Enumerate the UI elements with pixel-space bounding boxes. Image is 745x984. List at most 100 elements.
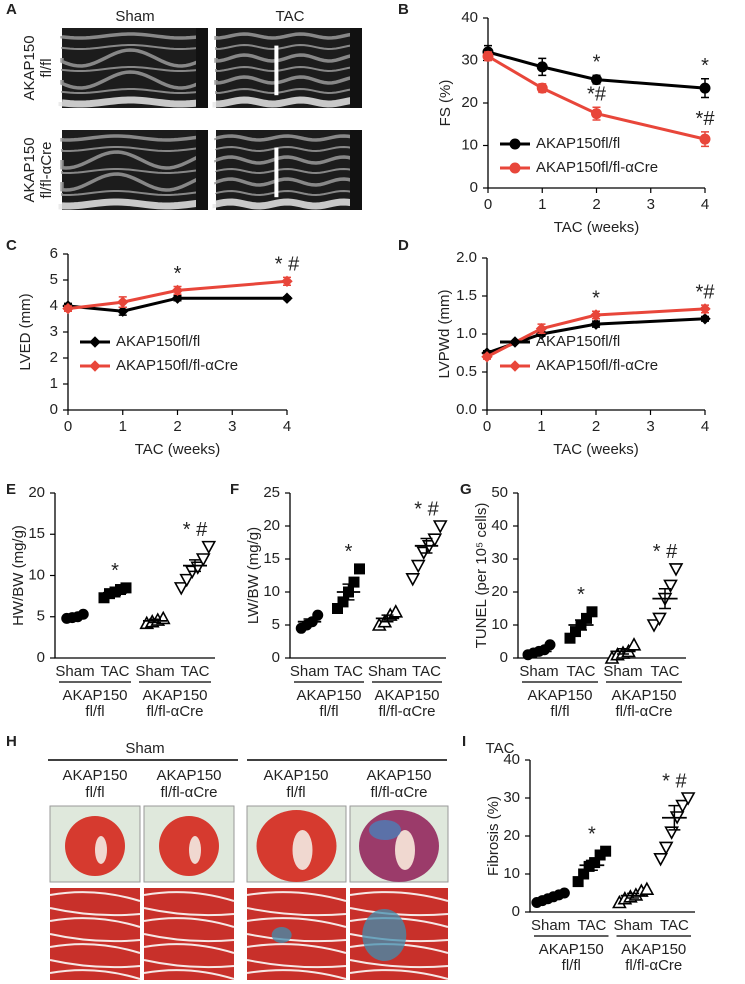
y-tick-label: 15 [28,525,45,542]
group-label: Sham [125,740,164,757]
marker [600,845,612,857]
fiber-gap [49,933,141,943]
fiber-gap [49,891,141,902]
echo-band [60,150,207,170]
y-axis-label: LVPWd (mm) [436,290,453,379]
fiber-gap [143,891,235,902]
echo-band [61,66,207,72]
sem-bar [342,583,355,601]
y-tick-label: 40 [491,517,508,534]
strain-label: fl/fl [550,703,569,720]
echo-band [215,66,361,73]
echo-band [214,75,361,85]
fiber-gap [143,943,235,954]
marker [410,559,426,574]
x-tick-label: Sham [614,917,653,934]
x-tick-label: Sham [531,917,570,934]
marker [544,639,556,651]
series-line [67,296,287,313]
sem-bar [668,804,681,831]
panel-label: C [6,237,17,254]
legend-label: AKAP150fl/fl [536,135,620,152]
y-axis-label: Fibrosis (%) [485,796,502,876]
echo-band [60,134,207,142]
legend-marker [509,360,521,372]
column-label: fl/fl-αCre [370,784,427,801]
annotation: * [577,584,585,606]
ventricle [292,830,313,870]
series-line [487,54,706,141]
fiber-gap [246,933,347,943]
panel-label: G [460,481,472,498]
annotation: * # [183,519,208,541]
marker [653,853,668,867]
marker [62,302,74,315]
sem-bar [69,614,81,619]
echo-band [215,168,361,174]
echo-scale [350,130,362,210]
strain-label: AKAP150 [296,687,361,704]
y-tick-label: 5 [272,616,280,633]
strain-label: fl/fl-αCre [146,703,203,720]
column-label: Sham [115,8,154,25]
x-tick-label: 4 [283,418,291,435]
x-tick-label: 2 [173,418,181,435]
marker [482,50,494,62]
echo-caliper [274,45,279,96]
echo-band [214,134,361,142]
marker [652,612,667,627]
sem-bar [533,648,545,655]
marker [427,533,443,547]
legend-label: AKAP150fl/fl [536,333,620,350]
marker [117,296,129,308]
x-tick-label: 3 [647,196,655,213]
x-tick-label: 4 [701,418,709,435]
echo-band [212,96,361,108]
y-axis-label: LVED (mm) [17,293,34,370]
panel-label: I [462,733,466,750]
echo-band [212,198,361,210]
fiber-gap [143,933,235,943]
echo-band [61,168,207,175]
y-tick-label: 20 [503,827,520,844]
legend-label: AKAP150fl/fl-αCre [536,357,658,374]
strain-label: fl/fl-αCre [615,703,672,720]
echo-band [61,190,207,197]
x-tick-label: TAC [412,663,441,680]
x-tick-label: TAC [567,663,596,680]
y-tick-label: 5 [50,271,58,288]
ventricle [395,830,415,870]
x-axis-label: TAC (weeks) [554,219,640,236]
y-tick-label: 30 [491,550,508,567]
row-label: fl/fl [38,58,55,77]
y-tick-label: 10 [461,136,478,153]
legend-marker [509,336,521,348]
annotation: * [345,541,353,563]
marker [536,61,548,73]
sem-bar [189,559,201,573]
y-tick-label: 40 [503,751,520,768]
echo-band [61,88,207,94]
strain-label: AKAP150 [142,687,207,704]
fiber-gap [49,969,141,980]
fiber-gap [49,917,141,928]
x-tick-label: 0 [483,418,491,435]
echo-band [58,198,207,210]
sem-bar [303,618,316,626]
sem-bar [585,859,598,871]
strain-label: AKAP150 [527,687,592,704]
echo-band [60,32,207,40]
y-tick-label: 50 [491,484,508,501]
y-tick-label: 0 [512,903,520,920]
x-tick-label: TAC [660,917,689,934]
annotation: * [174,263,182,285]
marker [699,303,711,315]
y-tick-label: 20 [263,517,280,534]
strain-label: AKAP150 [374,687,439,704]
sem-bar [659,587,671,610]
annotation: * # [275,254,300,276]
annotation: *# [696,281,716,303]
echo-caliper [274,147,279,198]
marker [312,609,324,621]
fibrosis-blue [362,909,407,961]
